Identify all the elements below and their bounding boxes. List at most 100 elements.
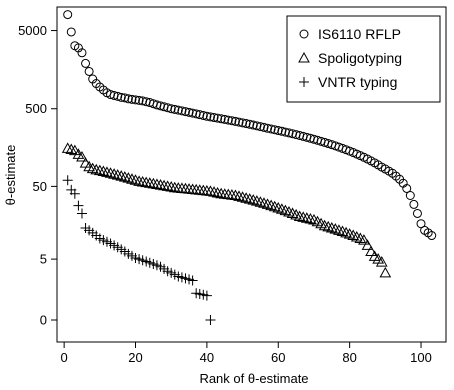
data-point [208,186,220,197]
data-point [165,181,178,192]
data-point [234,117,244,127]
data-point [184,107,194,117]
data-point [347,229,360,241]
data-point [286,207,299,218]
data-point [268,200,281,212]
data-point [375,256,388,267]
data-point [68,144,81,156]
data-point [361,239,374,250]
data-point [263,123,273,133]
legend-marker [299,77,309,87]
data-point [322,220,335,232]
data-point [195,110,205,120]
data-point [113,91,123,101]
data-point [273,126,283,136]
data-point [65,143,78,154]
data-point [284,128,294,138]
data-point [227,116,237,126]
data-point [275,203,288,214]
data-point [300,212,313,223]
data-point [277,126,287,136]
data-point [136,175,149,187]
legend: IS6110 RFLP Spoligotyping VNTR typing [286,15,441,103]
data-point [229,189,242,201]
legend-marker [299,29,309,39]
y-tick-label: 0 [40,313,47,328]
data-point [66,27,76,37]
x-tick-label: 40 [200,350,214,365]
data-point [297,211,310,222]
y-axis: 0 5 50 500 5000 [18,23,57,328]
y-axis-title: θ-estimate [3,145,18,206]
data-point [73,200,84,211]
data-point [236,191,249,202]
data-point [166,104,176,114]
data-point [120,93,130,103]
data-point [259,122,269,132]
data-point [251,195,263,206]
x-tick-label: 20 [128,350,142,365]
data-point [170,104,180,114]
data-point [283,205,295,217]
legend-label: IS6110 RFLP [318,26,401,42]
data-point [245,119,255,129]
data-point [238,118,248,128]
data-point [69,188,80,199]
data-point [379,266,392,278]
legend-label: Spoligotyping [318,50,402,66]
data-point [151,178,163,189]
data-point [254,196,267,207]
data-point [63,10,73,20]
data-point [248,120,258,130]
data-point [104,167,117,178]
data-point [295,130,305,140]
data-point [109,90,119,100]
plot-frame [56,6,447,343]
data-point [76,208,87,219]
legend-box [286,15,441,103]
data-point [291,130,301,140]
data-point [280,127,290,137]
data-point [118,171,131,182]
data-point [129,174,142,185]
data-point [402,183,412,193]
data-point [106,90,116,100]
data-point [154,179,167,190]
data-point [333,224,345,235]
y-tick-label: 500 [25,101,47,116]
data-point [138,96,148,106]
data-point [97,165,110,177]
data-point [272,201,285,213]
data-point [329,223,342,234]
data-point [126,173,138,184]
data-point [84,66,94,76]
data-point [230,116,240,126]
series-1 [63,10,437,241]
data-point [340,226,352,238]
data-point [147,177,160,189]
data-point [258,197,270,208]
data-point [177,106,187,116]
data-point [204,185,217,196]
data-point [220,114,230,124]
data-point [188,108,198,118]
series-2 [61,142,392,278]
data-point [187,275,198,286]
data-point [127,94,137,104]
x-axis-title: Rank of θ-estimate [199,371,308,386]
data-point [163,103,173,113]
data-point [115,170,128,181]
data-point [201,290,212,301]
data-point [191,109,201,119]
data-point [180,107,190,117]
data-point [288,129,298,139]
y-tick-label: 5000 [18,23,47,38]
data-point [365,245,377,257]
data-point [241,119,251,129]
y-tick-label: 5 [40,252,47,267]
data-marks [61,10,437,325]
data-point [161,180,174,191]
data-point [409,199,419,209]
